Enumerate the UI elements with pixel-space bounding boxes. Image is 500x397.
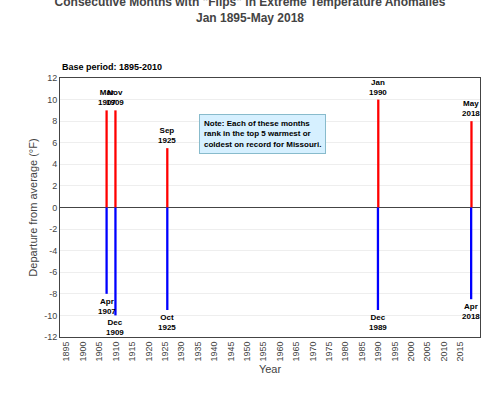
svg-text:1920: 1920 xyxy=(144,342,154,362)
svg-text:1940: 1940 xyxy=(209,342,219,362)
svg-text:6: 6 xyxy=(52,138,57,148)
svg-text:4: 4 xyxy=(52,159,57,169)
svg-text:2000: 2000 xyxy=(406,342,416,362)
svg-text:2: 2 xyxy=(52,181,57,191)
svg-text:1980: 1980 xyxy=(340,342,350,362)
svg-text:1950: 1950 xyxy=(242,342,252,362)
svg-text:1990: 1990 xyxy=(373,342,383,362)
svg-text:1975: 1975 xyxy=(324,342,334,362)
svg-text:-8: -8 xyxy=(49,289,57,299)
svg-text:1930: 1930 xyxy=(176,342,186,362)
svg-text:Apr1907: Apr1907 xyxy=(98,297,116,316)
svg-text:1905: 1905 xyxy=(94,342,104,362)
svg-text:-10: -10 xyxy=(44,311,57,321)
svg-text:Departure from average (°F): Departure from average (°F) xyxy=(27,138,39,276)
svg-text:-2: -2 xyxy=(49,224,57,234)
svg-text:0: 0 xyxy=(52,203,57,213)
svg-text:Nov1909: Nov1909 xyxy=(106,88,124,107)
svg-text:1895: 1895 xyxy=(61,342,71,362)
svg-text:1945: 1945 xyxy=(226,342,236,362)
svg-text:1910: 1910 xyxy=(111,342,121,362)
svg-text:1995: 1995 xyxy=(390,342,400,362)
svg-text:1935: 1935 xyxy=(193,342,203,362)
svg-text:8: 8 xyxy=(52,116,57,126)
svg-text:-6: -6 xyxy=(49,267,57,277)
svg-text:2005: 2005 xyxy=(422,342,432,362)
svg-text:Year: Year xyxy=(259,363,282,375)
svg-text:May2018: May2018 xyxy=(462,99,480,118)
svg-text:Apr2018: Apr2018 xyxy=(462,302,480,321)
svg-text:Dec1989: Dec1989 xyxy=(369,313,387,332)
svg-text:12: 12 xyxy=(47,73,57,83)
svg-text:Sep1925: Sep1925 xyxy=(158,126,176,145)
svg-text:Note: Each of these monthsrank: Note: Each of these monthsrank in the to… xyxy=(204,119,321,149)
svg-text:1900: 1900 xyxy=(78,342,88,362)
svg-text:Dec1909: Dec1909 xyxy=(106,318,124,337)
svg-text:2010: 2010 xyxy=(439,342,449,362)
svg-text:-4: -4 xyxy=(49,246,57,256)
svg-text:1915: 1915 xyxy=(127,342,137,362)
svg-text:Mar1907: Mar1907 xyxy=(98,88,116,107)
svg-text:1985: 1985 xyxy=(357,342,367,362)
svg-text:Consecutive Months with "Flips: Consecutive Months with "Flips" in Extre… xyxy=(55,0,446,25)
svg-text:1965: 1965 xyxy=(291,342,301,362)
svg-text:1925: 1925 xyxy=(160,342,170,362)
svg-text:Oct1925: Oct1925 xyxy=(158,313,176,332)
svg-text:-12: -12 xyxy=(44,332,57,342)
svg-text:Jan1990: Jan1990 xyxy=(369,78,387,97)
svg-text:1955: 1955 xyxy=(258,342,268,362)
svg-text:1960: 1960 xyxy=(275,342,285,362)
svg-text:1970: 1970 xyxy=(308,342,318,362)
svg-text:2015: 2015 xyxy=(455,342,465,362)
svg-text:Base period: 1895-2010: Base period: 1895-2010 xyxy=(62,62,162,72)
svg-text:10: 10 xyxy=(47,95,57,105)
